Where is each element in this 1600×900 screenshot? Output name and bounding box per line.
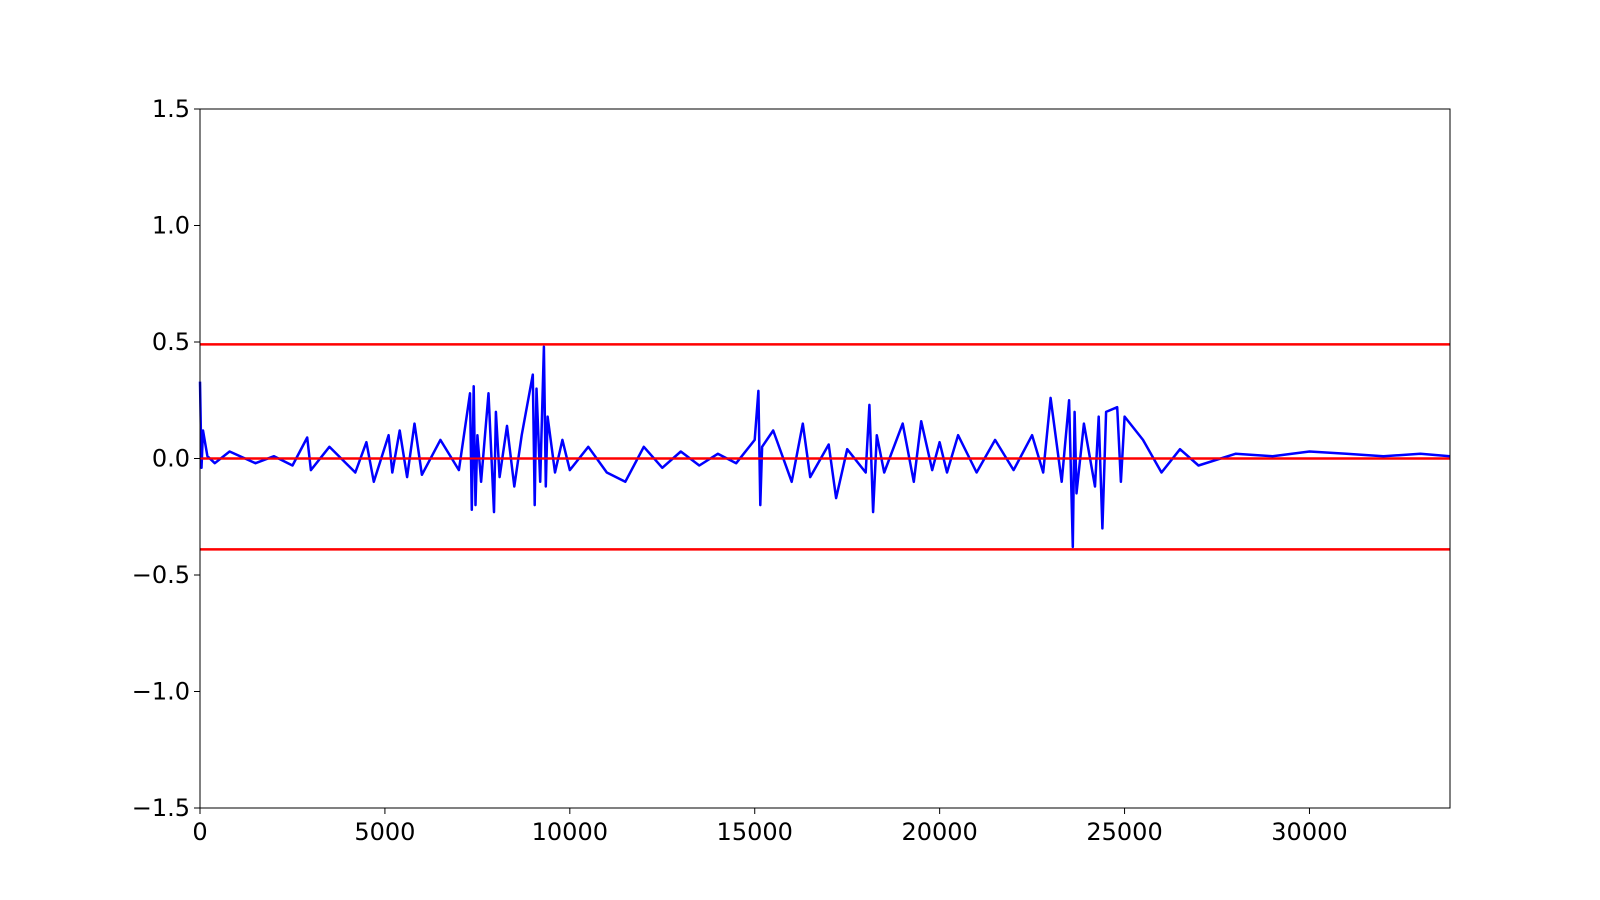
- y-tick-label: 1.0: [152, 212, 190, 240]
- signal-series: [198, 345, 1451, 549]
- x-tick-label: 0: [192, 818, 207, 846]
- y-tick-label: −0.5: [132, 561, 190, 589]
- x-tick-label: 5000: [354, 818, 415, 846]
- y-tick-label: −1.0: [132, 678, 190, 706]
- y-tick-label: 1.5: [152, 95, 190, 123]
- x-tick-label: 25000: [1086, 818, 1162, 846]
- x-tick-label: 30000: [1271, 818, 1347, 846]
- x-axis: 0 5000 10000 15000 20000 25000 30000: [192, 808, 1348, 846]
- y-tick-label: −1.5: [132, 794, 190, 822]
- series-line-0: [198, 345, 1451, 549]
- y-tick-label: 0.5: [152, 328, 190, 356]
- y-tick-label: 0.0: [152, 445, 190, 473]
- x-tick-label: 10000: [532, 818, 608, 846]
- x-tick-label: 20000: [901, 818, 977, 846]
- y-axis: 1.5 1.0 0.5 0.0 −0.5 −1.0 −1.5: [132, 95, 200, 822]
- threshold-lines: [200, 343, 1450, 551]
- x-tick-label: 15000: [717, 818, 793, 846]
